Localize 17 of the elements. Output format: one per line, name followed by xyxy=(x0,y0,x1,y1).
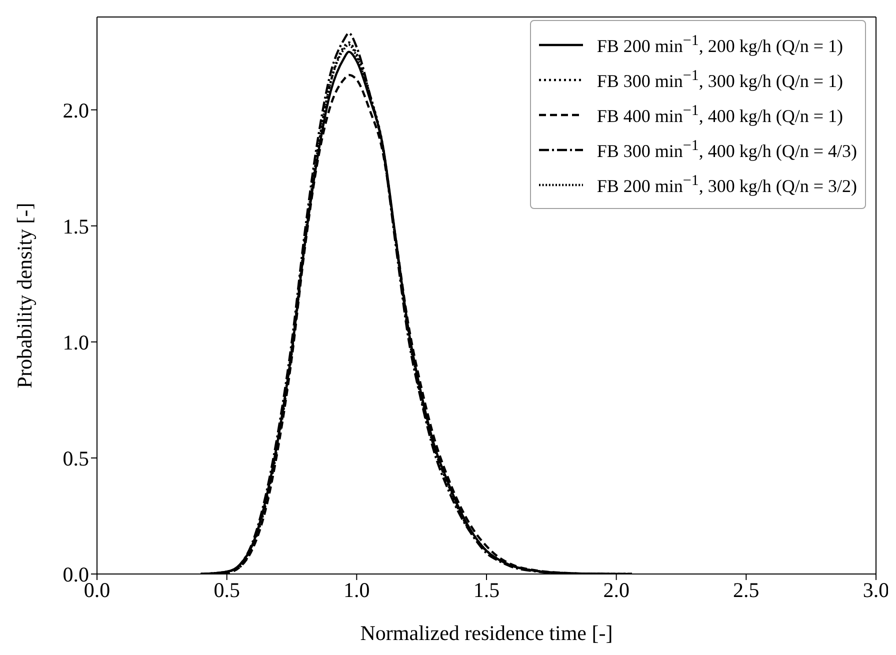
legend-label: FB 200 min$^{−1}$, 300 kg/h (Q/n = 3/2) xyxy=(596,172,857,196)
x-tick-label: 0.5 xyxy=(214,578,240,602)
y-tick-label: 1.0 xyxy=(62,330,89,354)
x-tick-label: 3.0 xyxy=(862,578,890,602)
legend-label: FB 400 min$^{−1}$, 400 kg/h (Q/n = 1) xyxy=(596,102,843,126)
legend-label: FB 200 min$^{−1}$, 200 kg/h (Q/n = 1) xyxy=(596,32,843,56)
legend-label: FB 300 min$^{−1}$, 400 kg/h (Q/n = 4/3) xyxy=(596,138,857,162)
y-tick-label: 2.0 xyxy=(62,98,89,122)
x-tick-label: 2.5 xyxy=(733,578,760,602)
x-tick-label: 1.0 xyxy=(344,578,370,602)
legend-label: FB 300 min$^{−1}$, 300 kg/h (Q/n = 1) xyxy=(596,68,843,92)
x-axis-title: Normalized residence time [-] xyxy=(360,621,613,645)
x-tick-label: 2.0 xyxy=(603,578,630,602)
y-tick-label: 1.5 xyxy=(62,214,89,238)
x-tick-label: 1.5 xyxy=(473,578,500,602)
y-axis-title: Probability density [-] xyxy=(12,202,36,388)
y-tick-label: 0.5 xyxy=(62,446,89,470)
